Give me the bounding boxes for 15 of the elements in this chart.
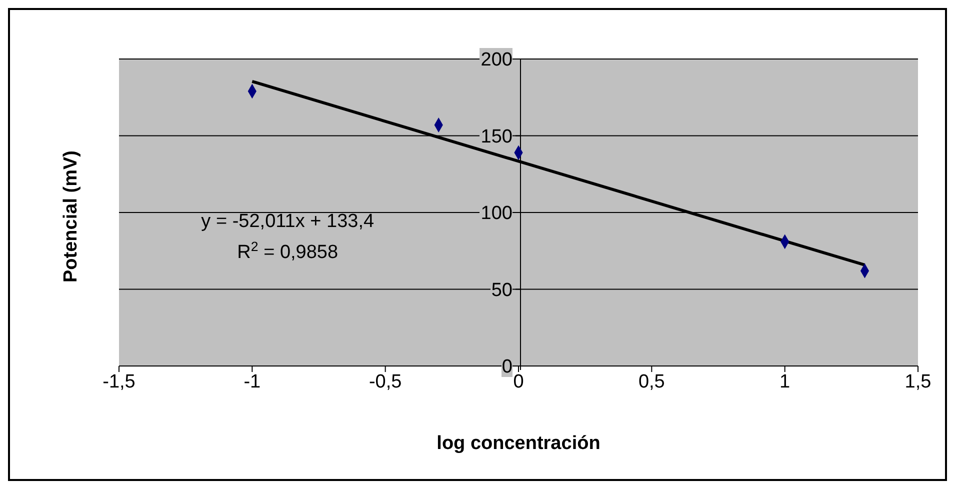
x-tick-label: 1,5 [904,371,932,392]
y-axis-title: Potencial (mV) [60,150,82,282]
x-tick-label: 0,5 [638,371,665,392]
x-tick-label: -1 [244,371,261,392]
y-tick-label: 100 [480,203,512,224]
x-tick-label: 1 [780,371,790,392]
y-tick-label: 150 [480,126,512,148]
x-tick-label: -1,5 [102,371,136,392]
x-axis-title: log concentración [436,433,600,454]
y-tick-label: 50 [491,280,512,301]
x-tick-label: -0,5 [368,371,402,392]
annotation: R$^{2}$ = 0,9858 [237,238,338,264]
y-tick-label: 0 [502,356,512,378]
y-tick-label: 200 [480,50,512,71]
annotation: y = -52,011x + 133,4 [201,210,374,232]
